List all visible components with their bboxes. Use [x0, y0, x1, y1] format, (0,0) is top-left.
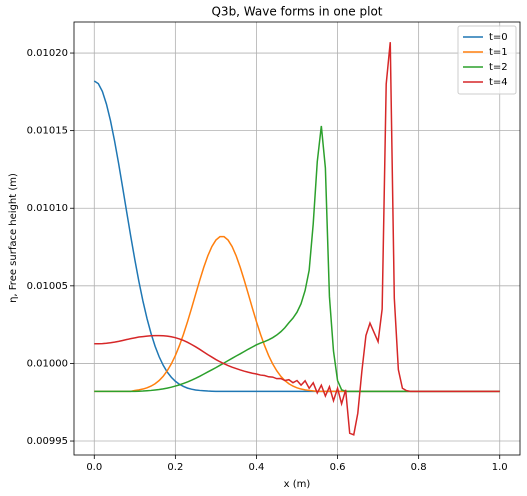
y-tick-label: 0.01015: [27, 126, 68, 137]
y-tick-label: 0.01005: [27, 281, 68, 292]
x-axis-label: x (m): [284, 479, 311, 490]
x-tick-label: 0.0: [86, 462, 102, 473]
legend-label: t=1: [489, 47, 508, 58]
x-tick-label: 0.8: [411, 462, 427, 473]
y-axis-label: η, Free surface height (m): [8, 173, 19, 303]
x-tick-label: 0.2: [167, 462, 183, 473]
legend-label: t=0: [489, 32, 508, 43]
legend-label: t=4: [489, 77, 508, 88]
y-tick-label: 0.01010: [27, 203, 68, 214]
y-tick-label: 0.01020: [27, 48, 68, 59]
chart-title: Q3b, Wave forms in one plot: [211, 5, 382, 19]
series-line: [94, 42, 500, 436]
x-tick-label: 1.0: [492, 462, 508, 473]
plot-frame: [73, 21, 521, 456]
legend-label: t=2: [489, 62, 508, 73]
x-tick-label: 0.6: [330, 462, 346, 473]
legend-box: [457, 25, 517, 95]
y-tick-label: 0.00995: [27, 436, 68, 447]
y-tick-label: 0.01000: [27, 358, 68, 369]
x-tick-label: 0.4: [249, 462, 265, 473]
